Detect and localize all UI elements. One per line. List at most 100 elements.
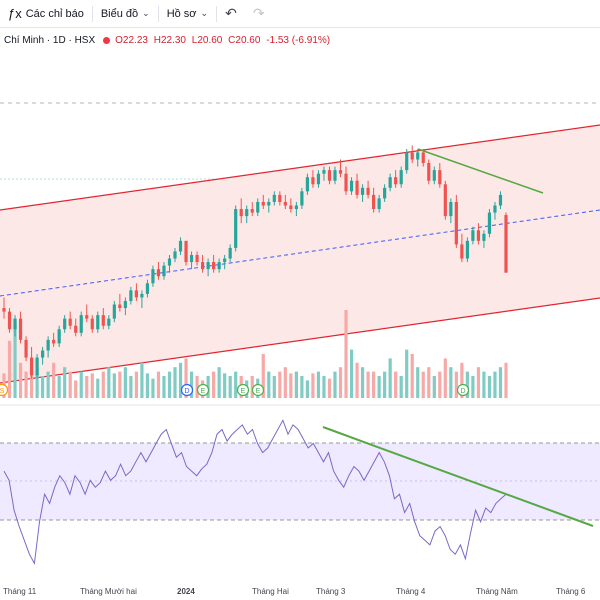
candle-body (29, 357, 34, 376)
channel-middle-line[interactable] (0, 209, 600, 297)
volume-bar (112, 373, 116, 398)
indicators-button[interactable]: ƒx Các chỉ báo (0, 0, 92, 27)
candle-body (311, 177, 315, 185)
volume-bar (118, 371, 122, 398)
candle-body (272, 194, 276, 202)
volume-bar (493, 371, 497, 398)
candle-body (498, 194, 503, 206)
pane-separator[interactable] (0, 403, 600, 411)
candle-body (2, 308, 6, 312)
channel-lower-line[interactable] (0, 297, 600, 384)
volume-bar (383, 371, 387, 398)
volume-bar (360, 367, 365, 398)
toolbar-divider (91, 5, 93, 22)
candle-body (57, 329, 61, 344)
candle-body (167, 258, 172, 266)
candle-body (504, 215, 508, 273)
volume-bar (140, 362, 144, 398)
volume-bar (151, 378, 155, 398)
candle-body (322, 170, 326, 174)
volume-bar (366, 371, 370, 398)
x-axis-label: Tháng Năm (476, 587, 518, 596)
profile-menu-label: Hồ sơ (166, 7, 197, 20)
event-marker-label: D (184, 388, 189, 395)
volume-bar (18, 362, 23, 398)
regression-channel-fill (0, 125, 600, 383)
chart-menu-button[interactable]: Biểu đồ ⌄ (93, 0, 158, 27)
candle-body (245, 209, 249, 217)
x-axis-label: Tháng 3 (316, 587, 346, 596)
volume-bar (344, 310, 348, 398)
volume-bar (167, 371, 172, 398)
toolbar-divider (216, 5, 218, 22)
candle-body (427, 163, 431, 181)
candle-body (460, 244, 464, 259)
candle-body (250, 209, 254, 213)
event-marker-label: E (201, 388, 206, 395)
redo-button[interactable]: ↷ (245, 0, 273, 27)
toolbar-divider (157, 5, 159, 22)
volume-bar (338, 367, 343, 398)
volume-bar (35, 367, 39, 398)
volume-bar (405, 349, 409, 398)
undo-button[interactable]: ↶ (217, 0, 245, 27)
event-marker-label: E (256, 388, 261, 395)
candle-body (261, 201, 265, 206)
candle-body (294, 205, 298, 210)
volume-bar (7, 340, 12, 398)
candle-body (300, 191, 304, 206)
volume-bar (388, 358, 392, 398)
volume-bar (41, 376, 45, 398)
candle-body (416, 152, 420, 160)
volume-bar (278, 371, 282, 398)
redo-icon: ↷ (252, 5, 265, 21)
close-value: 20.60 (235, 34, 261, 46)
event-marker-label: S (0, 388, 5, 395)
candle-body (487, 212, 492, 234)
candle-body (327, 170, 332, 181)
channel-upper-line[interactable] (0, 124, 600, 211)
candle-body (68, 318, 72, 326)
candle-body (432, 170, 436, 181)
undo-icon: ↶ (225, 5, 237, 21)
candle-body (212, 262, 216, 270)
candle-body (140, 293, 144, 298)
event-marker[interactable]: E (236, 383, 250, 397)
volume-bar (134, 371, 138, 398)
volume-bar (85, 376, 89, 398)
event-marker[interactable]: D (456, 383, 470, 397)
candle-body (24, 339, 28, 358)
volume-bar (101, 371, 105, 398)
candle-body (96, 315, 100, 330)
profile-menu-button[interactable]: Hồ sơ ⌄ (159, 0, 216, 27)
close-label: C (228, 34, 236, 46)
candle-body (101, 315, 105, 326)
candle-body (129, 290, 133, 301)
candle-body (123, 300, 127, 309)
candle-body (195, 255, 199, 263)
event-marker-circle (456, 383, 470, 397)
event-marker[interactable]: E (196, 383, 210, 397)
x-axis-label: Tháng 4 (396, 587, 426, 596)
candle-body (278, 194, 282, 202)
candle-body (344, 173, 348, 192)
volume-bar (13, 323, 17, 398)
event-marker[interactable]: S (0, 383, 9, 397)
volume-bar (327, 378, 332, 398)
candle-body (74, 325, 78, 333)
event-marker[interactable]: D (180, 383, 194, 397)
candle-body (52, 339, 56, 344)
rsi-trendline[interactable] (322, 426, 594, 527)
symbol-title[interactable]: Chí Minh · 1D · HSX (4, 34, 96, 46)
candle-body (267, 201, 271, 206)
candle-body (349, 180, 354, 192)
volume-bar (261, 354, 265, 398)
volume-bar (162, 376, 166, 398)
candle-body (449, 201, 453, 217)
event-marker-circle (0, 383, 9, 397)
volume-bar (123, 367, 127, 398)
price-trendline[interactable] (417, 148, 544, 194)
event-marker[interactable]: E (251, 383, 265, 397)
